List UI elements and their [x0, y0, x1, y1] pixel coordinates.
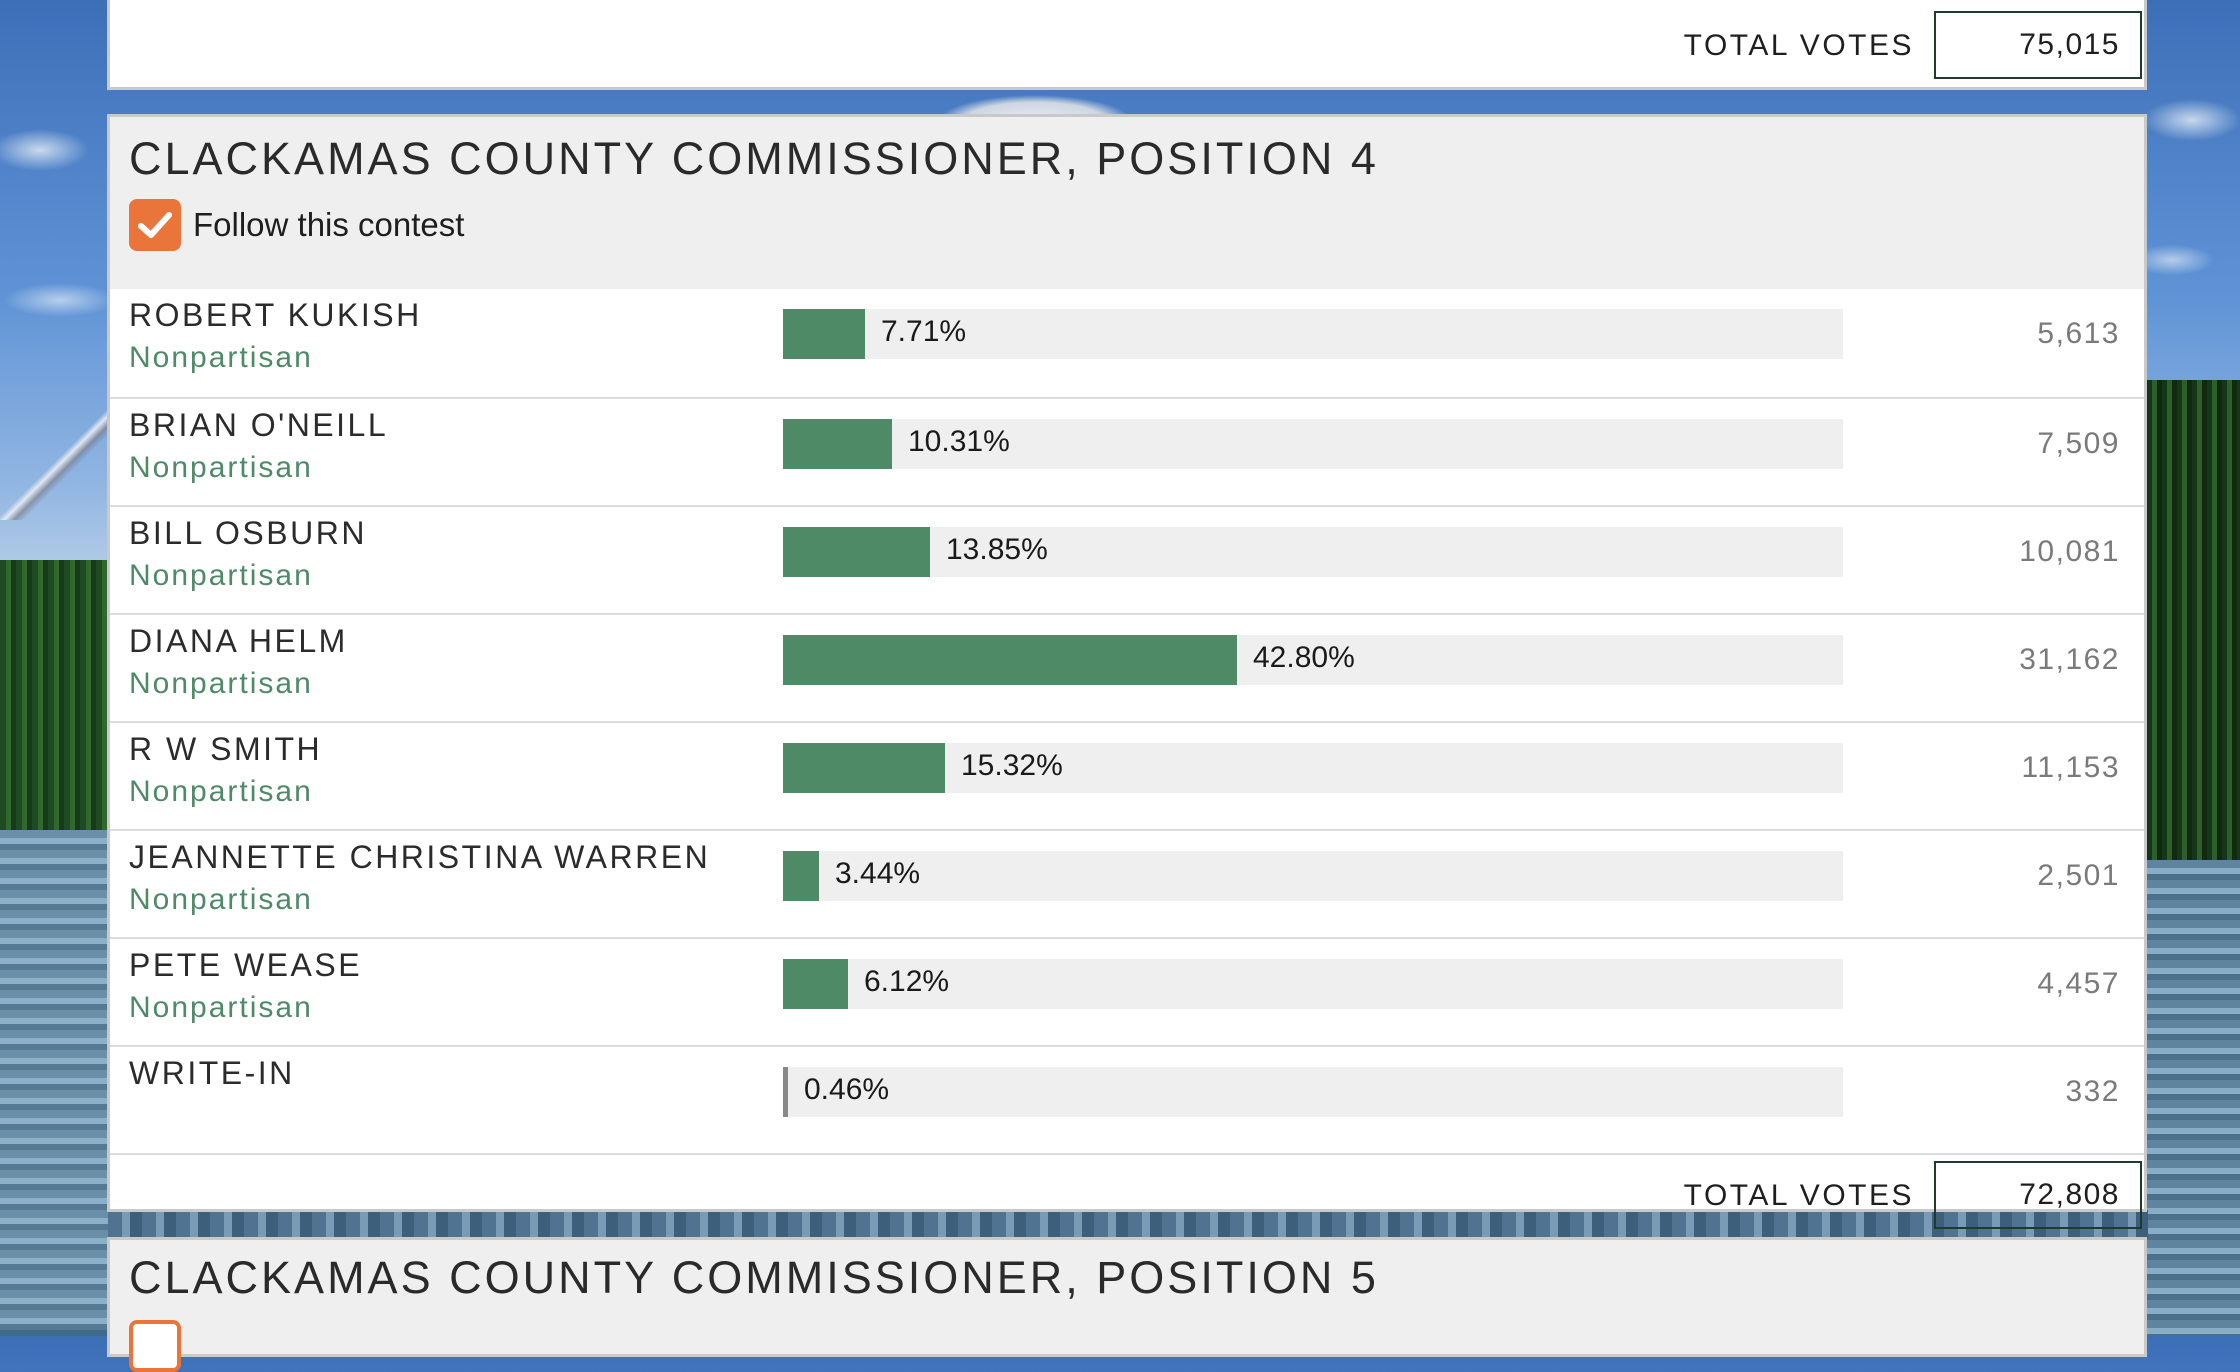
- vote-count: 4,457: [2037, 967, 2120, 1000]
- candidate-row: R W SMITH Nonpartisan 15.32% 11,153: [110, 721, 2144, 829]
- follow-label: Follow this contest: [193, 206, 465, 243]
- vote-percent: 42.80%: [1253, 641, 1355, 674]
- vote-percent: 3.44%: [835, 857, 921, 890]
- candidate-party: Nonpartisan: [129, 559, 313, 592]
- vote-bar-fill: [783, 635, 1237, 685]
- candidate-row: BRIAN O'NEILL Nonpartisan 10.31% 7,509: [110, 397, 2144, 505]
- vote-bar-track: 6.12%: [783, 959, 1843, 1009]
- background-water: [108, 1210, 2148, 1238]
- candidate-party: Nonpartisan: [129, 341, 313, 374]
- candidate-party: Nonpartisan: [129, 667, 313, 700]
- candidate-row: PETE WEASE Nonpartisan 6.12% 4,457: [110, 937, 2144, 1045]
- vote-percent: 13.85%: [946, 533, 1048, 566]
- vote-bar-track: 10.31%: [783, 419, 1843, 469]
- contest-header: CLACKAMAS COUNTY COMMISSIONER, POSITION …: [110, 117, 2144, 289]
- vote-count: 31,162: [2019, 643, 2120, 676]
- background-mountain: [905, 86, 1165, 116]
- candidate-row: DIANA HELM Nonpartisan 42.80% 31,162: [110, 613, 2144, 721]
- vote-bar-fill: [783, 959, 848, 1009]
- next-contest-title: CLACKAMAS COUNTY COMMISSIONER, POSITION …: [129, 1252, 1379, 1303]
- candidate-list: ROBERT KUKISH Nonpartisan 7.71% 5,613 BR…: [110, 289, 2144, 1153]
- candidate-party: Nonpartisan: [129, 883, 313, 916]
- vote-bar-fill: [783, 419, 892, 469]
- candidate-row: BILL OSBURN Nonpartisan 13.85% 10,081: [110, 505, 2144, 613]
- contest-panel: CLACKAMAS COUNTY COMMISSIONER, POSITION …: [107, 114, 2147, 1229]
- next-contest-panel: CLACKAMAS COUNTY COMMISSIONER, POSITION …: [107, 1237, 2147, 1372]
- total-votes-value: 72,808: [1934, 1161, 2142, 1229]
- candidate-party: Nonpartisan: [129, 991, 313, 1024]
- total-votes-label: TOTAL VOTES: [1683, 29, 1914, 62]
- vote-bar-fill: [783, 309, 865, 359]
- vote-bar-track: 7.71%: [783, 309, 1843, 359]
- candidate-name: ROBERT KUKISH: [129, 297, 422, 333]
- total-votes-value: 75,015: [1934, 11, 2142, 79]
- vote-count: 5,613: [2037, 317, 2120, 350]
- candidate-row: ROBERT KUKISH Nonpartisan 7.71% 5,613: [110, 289, 2144, 397]
- contest-total-row: TOTAL VOTES 72,808: [110, 1153, 2144, 1239]
- checkmark-icon: [138, 212, 172, 238]
- vote-percent: 10.31%: [908, 425, 1010, 458]
- vote-bar-fill: [783, 527, 930, 577]
- vote-bar-track: 13.85%: [783, 527, 1843, 577]
- candidate-row: JEANNETTE CHRISTINA WARREN Nonpartisan 3…: [110, 829, 2144, 937]
- candidate-party: Nonpartisan: [129, 775, 313, 808]
- vote-percent: 15.32%: [961, 749, 1063, 782]
- follow-checkbox[interactable]: [129, 199, 181, 251]
- candidate-name: BRIAN O'NEILL: [129, 407, 389, 443]
- candidate-name: BILL OSBURN: [129, 515, 367, 551]
- contest-title: CLACKAMAS COUNTY COMMISSIONER, POSITION …: [129, 133, 1379, 184]
- vote-count: 2,501: [2037, 859, 2120, 892]
- vote-percent: 7.71%: [881, 315, 967, 348]
- vote-count: 7,509: [2037, 427, 2120, 460]
- vote-bar-track: 0.46%: [783, 1067, 1843, 1117]
- vote-bar-fill: [783, 851, 819, 901]
- candidate-name: DIANA HELM: [129, 623, 348, 659]
- next-follow-toggle[interactable]: [129, 1320, 181, 1372]
- candidate-row: WRITE-IN 0.46% 332: [110, 1045, 2144, 1153]
- background-scenery-left: [0, 0, 108, 1336]
- previous-contest-panel: TOTAL VOTES 75,015: [107, 0, 2147, 90]
- candidate-party: Nonpartisan: [129, 451, 313, 484]
- previous-total-row: TOTAL VOTES 75,015: [110, 5, 2144, 91]
- vote-bar-fill: [783, 743, 945, 793]
- candidate-name: JEANNETTE CHRISTINA WARREN: [129, 839, 711, 875]
- vote-bar-track: 15.32%: [783, 743, 1843, 793]
- next-follow-checkbox[interactable]: [129, 1320, 181, 1372]
- vote-bar-track: 3.44%: [783, 851, 1843, 901]
- candidate-name: WRITE-IN: [129, 1055, 295, 1091]
- total-votes-label: TOTAL VOTES: [1683, 1179, 1914, 1212]
- candidate-name: PETE WEASE: [129, 947, 363, 983]
- vote-count: 11,153: [2021, 751, 2120, 784]
- vote-percent: 6.12%: [864, 965, 950, 998]
- vote-bar-fill: [783, 1067, 788, 1117]
- vote-count: 10,081: [2019, 535, 2120, 568]
- follow-contest-toggle[interactable]: Follow this contest: [129, 199, 464, 251]
- vote-percent: 0.46%: [804, 1073, 890, 1106]
- candidate-name: R W SMITH: [129, 731, 323, 767]
- vote-count: 332: [2065, 1075, 2120, 1108]
- vote-bar-track: 42.80%: [783, 635, 1843, 685]
- background-scenery-right: [2132, 0, 2240, 1336]
